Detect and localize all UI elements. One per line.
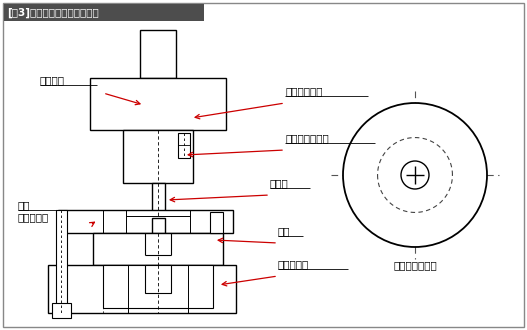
Bar [56,210,67,313]
Circle shape [401,161,429,189]
Bar [178,133,190,158]
Text: パンチホルダ: パンチホルダ [285,86,323,96]
Text: パンチプレート: パンチプレート [285,133,329,143]
Bar [52,303,71,318]
Bar [93,233,223,265]
Text: パンチ: パンチ [270,178,289,188]
Text: しわ押さえ: しわ押さえ [18,212,49,222]
Text: 固定: 固定 [18,200,31,210]
Bar [145,265,171,293]
Bar [152,183,165,218]
Bar [123,130,193,183]
Bar [4,4,204,21]
Text: ダイホルダ: ダイホルダ [278,259,309,269]
Text: [嘦3]固定しわ押さえ初紞り型: [嘦3]固定しわ押さえ初紞り型 [7,7,99,17]
Text: ダイ: ダイ [278,226,290,236]
Bar [152,218,165,233]
Bar [58,210,233,233]
Text: ストリッパ平面: ストリッパ平面 [393,260,437,270]
Text: シャンク: シャンク [40,75,65,85]
Bar [103,265,213,308]
Bar [48,265,236,313]
Bar [210,212,223,233]
Bar [90,78,226,130]
Bar [140,30,176,78]
Circle shape [343,103,487,247]
